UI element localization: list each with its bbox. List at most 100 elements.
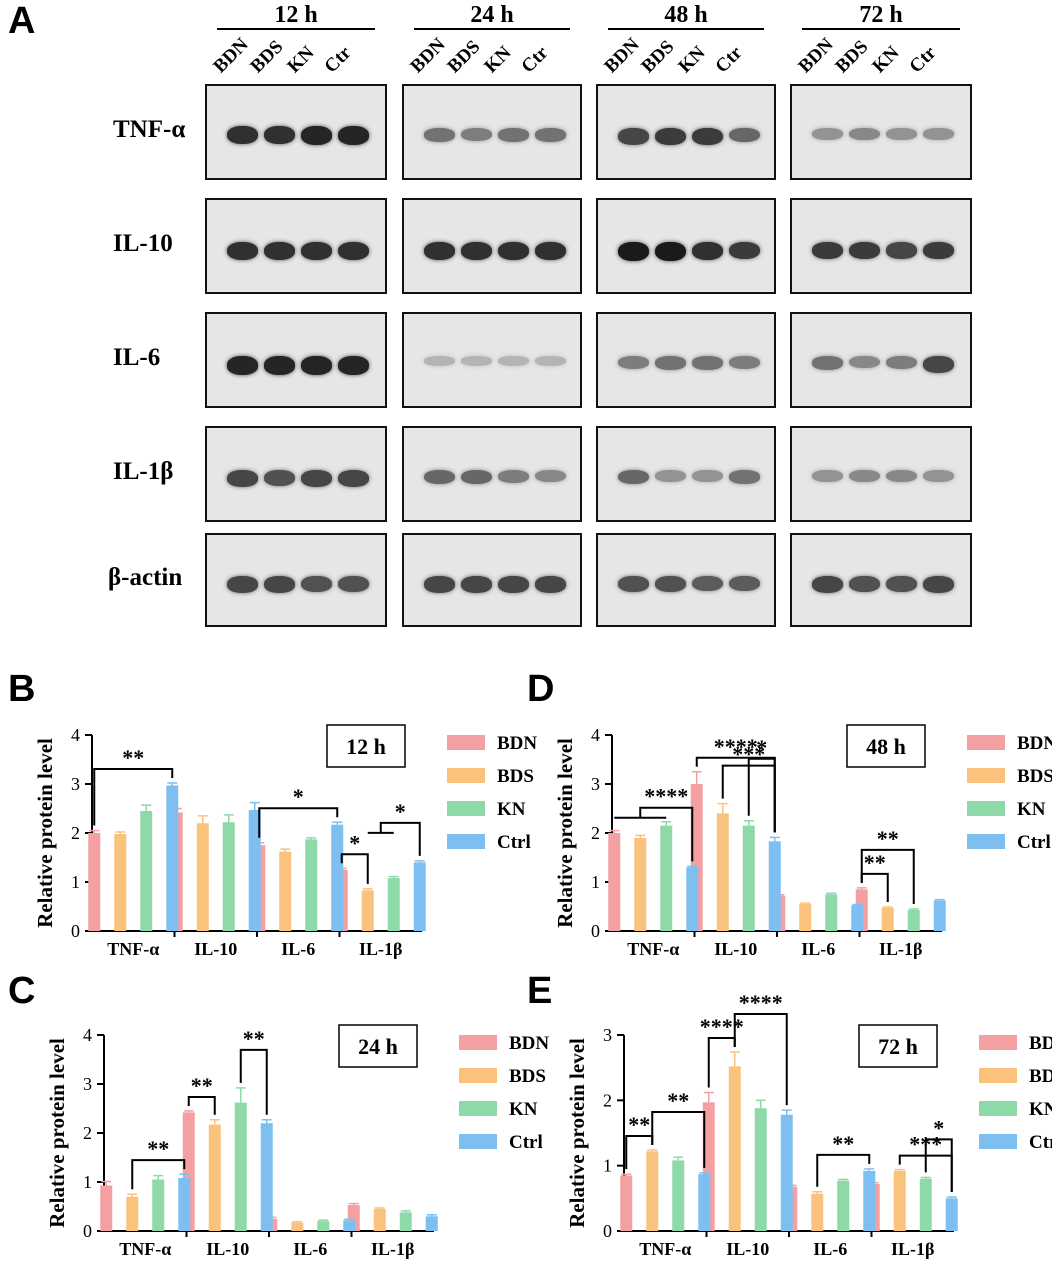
- time-point-label: 24 h: [470, 2, 514, 28]
- bar-chart-72h: 0 1 2 3 TNF-α IL-10 IL-6 IL-1β Relative protein …: [565, 990, 1052, 1259]
- protein-band: [338, 242, 369, 260]
- bar-bds: [208, 1124, 221, 1231]
- bar-bds: [716, 813, 729, 931]
- legend-swatch-kn: [979, 1101, 1017, 1116]
- significance-bracket: [379, 821, 421, 856]
- time-point-underline: [414, 28, 570, 30]
- protein-band: [264, 470, 295, 486]
- protein-band: [812, 242, 843, 260]
- bar-bds: [291, 1222, 304, 1231]
- blot-image-il-10-72h: [790, 198, 972, 294]
- bar-kn: [387, 878, 400, 931]
- blot-image-b-actin-12h: [205, 533, 387, 627]
- significance-label: *: [756, 735, 767, 760]
- legend-swatch-kn: [447, 801, 485, 816]
- legend-swatch-bds: [979, 1068, 1017, 1083]
- bar-chart-48h: 0 1 2 3 4 TNF-α IL-10 IL-6 IL-1β Relative protein…: [553, 724, 1052, 959]
- legend-label-kn: KN: [1017, 799, 1046, 820]
- protein-band: [618, 242, 649, 262]
- panel-letter-a: A: [8, 0, 36, 42]
- significance-bracket: [924, 1138, 953, 1193]
- protein-band: [849, 470, 880, 483]
- legend-label-bdn: BDN: [497, 733, 537, 754]
- legend-label-bds: BDS: [1029, 1066, 1052, 1087]
- y-tick-label: 1: [591, 872, 600, 892]
- bar-bds: [279, 851, 292, 931]
- significance-label: **: [147, 1136, 169, 1161]
- y-tick-label: 2: [591, 823, 600, 843]
- x-tick-label: TNF-α: [107, 939, 159, 959]
- protein-band: [424, 128, 455, 142]
- significance-bracket: [651, 1110, 706, 1168]
- y-tick-label: 4: [83, 1025, 92, 1045]
- protein-band: [301, 576, 332, 592]
- legend-swatch-bdn: [979, 1035, 1017, 1050]
- legend-swatch-ctrl: [967, 834, 1005, 849]
- significance-label: **: [864, 850, 886, 875]
- bar-ctrl: [686, 867, 699, 931]
- bar-bds: [361, 890, 374, 931]
- y-axis-label: Relative protein level: [33, 738, 57, 928]
- y-tick-label: 3: [591, 774, 600, 794]
- blot-image-il-10-12h: [205, 198, 387, 294]
- significance-bracket: [639, 806, 694, 862]
- chart-title: 24 h: [358, 1034, 398, 1059]
- x-tick-label: IL-1β: [879, 939, 923, 959]
- bar-ctrl: [425, 1216, 438, 1231]
- x-tick-label: IL-10: [714, 939, 757, 959]
- protein-label-tnf-a: TNF-α: [113, 116, 186, 143]
- legend-swatch-ctrl: [447, 834, 485, 849]
- protein-band: [461, 356, 492, 366]
- bar-kn: [825, 894, 838, 931]
- significance-bracket: [695, 756, 776, 833]
- x-tick-label: IL-6: [801, 939, 835, 959]
- significance-bracket: [747, 757, 776, 833]
- protein-band: [655, 576, 686, 592]
- y-axis-label: Relative protein level: [565, 1038, 589, 1228]
- protein-band: [618, 356, 649, 369]
- bar-ctrl: [933, 900, 946, 931]
- y-tick-label: 0: [71, 921, 80, 941]
- bar-ctrl: [413, 862, 426, 931]
- legend-label-kn: KN: [497, 799, 526, 820]
- protein-band: [264, 576, 295, 593]
- protein-band: [729, 356, 760, 369]
- significance-label: **: [628, 1112, 650, 1137]
- significance-label: ****: [739, 990, 783, 1015]
- bar-ctrl: [343, 1220, 356, 1231]
- blot-image-b-actin-72h: [790, 533, 972, 627]
- x-tick-label: IL-6: [281, 939, 315, 959]
- protein-band: [535, 242, 566, 260]
- y-tick-label: 4: [71, 725, 80, 745]
- y-tick-label: 1: [603, 1156, 612, 1176]
- y-tick-label: 0: [591, 921, 600, 941]
- protein-band: [849, 576, 880, 592]
- bar-bds: [728, 1066, 741, 1231]
- protein-band: [729, 470, 760, 484]
- protein-band: [498, 242, 529, 260]
- bar-bdn: [608, 833, 621, 931]
- bar-kn: [317, 1221, 330, 1231]
- protein-band: [498, 470, 529, 483]
- bar-bds: [126, 1196, 139, 1231]
- protein-band: [227, 356, 258, 375]
- protein-band: [338, 470, 369, 487]
- time-point-label: 12 h: [274, 2, 318, 28]
- time-point-box: [326, 724, 406, 768]
- legend-swatch-bds: [967, 768, 1005, 783]
- y-tick-label: 2: [71, 823, 80, 843]
- protein-band: [227, 576, 258, 593]
- y-tick-label: 3: [83, 1074, 92, 1094]
- x-tick-label: IL-10: [726, 1239, 769, 1259]
- bar-ctrl: [768, 841, 781, 931]
- protein-band: [729, 128, 760, 143]
- legend-swatch-ctrl: [979, 1134, 1017, 1149]
- lane-label-bds: BDS: [443, 36, 485, 78]
- blot-image-tnf-a-24h: [402, 84, 582, 180]
- bar-ctrl: [945, 1198, 958, 1231]
- protein-band: [498, 128, 529, 142]
- bar-bds: [881, 907, 894, 931]
- chart-title: 12 h: [346, 734, 386, 759]
- bar-bds: [373, 1208, 386, 1231]
- blot-image-il-6-48h: [596, 312, 776, 408]
